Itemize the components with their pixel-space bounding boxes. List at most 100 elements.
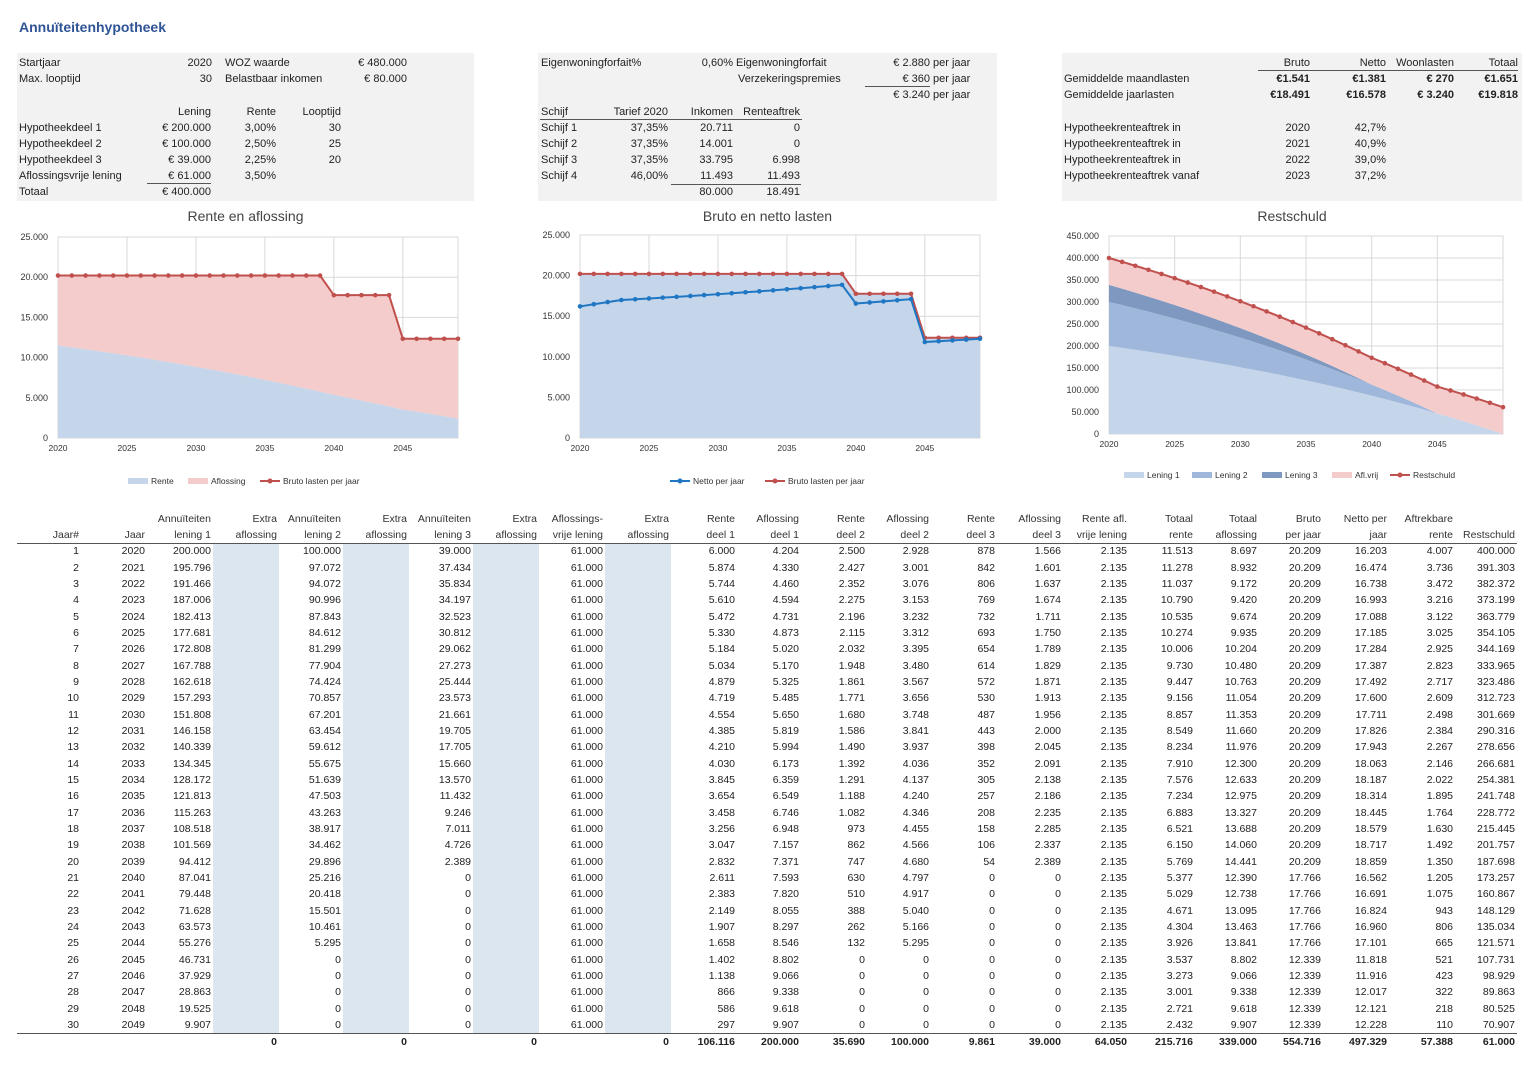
startjaar-value[interactable]: 2020	[187, 57, 212, 69]
extra-aflossing-input[interactable]	[473, 788, 539, 805]
extra-aflossing-input[interactable]	[213, 935, 279, 952]
extra-aflossing-input[interactable]	[343, 918, 409, 936]
extra-aflossing-input[interactable]	[605, 592, 671, 609]
extra-aflossing-input[interactable]	[473, 886, 539, 903]
extra-aflossing-input[interactable]	[605, 1000, 671, 1017]
extra-aflossing-input[interactable]	[605, 984, 671, 1001]
extra-aflossing-input[interactable]	[213, 788, 279, 805]
looptijd-value[interactable]: 30	[199, 73, 212, 85]
extra-aflossing-input[interactable]	[343, 902, 409, 919]
extra-aflossing-input[interactable]	[473, 608, 539, 625]
extra-aflossing-input[interactable]	[473, 624, 539, 642]
extra-aflossing-input[interactable]	[343, 559, 409, 576]
extra-aflossing-input[interactable]	[343, 788, 409, 805]
extra-aflossing-input[interactable]	[473, 706, 539, 723]
extra-aflossing-input[interactable]	[213, 967, 279, 985]
extra-aflossing-input[interactable]	[343, 853, 409, 870]
extra-aflossing-input[interactable]	[343, 886, 409, 903]
extra-aflossing-input[interactable]	[473, 1016, 539, 1034]
extra-aflossing-input[interactable]	[213, 984, 279, 1001]
extra-aflossing-input[interactable]	[605, 951, 671, 968]
extra-aflossing-input[interactable]	[343, 722, 409, 740]
extra-aflossing-input[interactable]	[213, 1000, 279, 1017]
extra-aflossing-input[interactable]	[605, 918, 671, 936]
extra-aflossing-input[interactable]	[213, 543, 279, 560]
extra-aflossing-input[interactable]	[213, 624, 279, 642]
extra-aflossing-input[interactable]	[343, 935, 409, 952]
ewf-pct-value[interactable]: 0,60%	[701, 57, 733, 69]
extra-aflossing-input[interactable]	[473, 918, 539, 936]
extra-aflossing-input[interactable]	[343, 1000, 409, 1017]
extra-aflossing-input[interactable]	[473, 902, 539, 919]
hypotheekdeel-1-lening[interactable]: € 200.000	[162, 122, 211, 134]
extra-aflossing-input[interactable]	[605, 673, 671, 691]
extra-aflossing-input[interactable]	[473, 543, 539, 560]
extra-aflossing-input[interactable]	[213, 755, 279, 772]
hypotheekdeel-2-looptijd[interactable]: 25	[328, 138, 341, 150]
extra-aflossing-input[interactable]	[343, 967, 409, 985]
extra-aflossing-input[interactable]	[605, 869, 671, 887]
extra-aflossing-input[interactable]	[605, 575, 671, 593]
extra-aflossing-input[interactable]	[473, 869, 539, 887]
hypotheekdeel-3-lening[interactable]: € 39.000	[168, 154, 211, 166]
extra-aflossing-input[interactable]	[473, 837, 539, 854]
extra-aflossing-input[interactable]	[343, 624, 409, 642]
extra-aflossing-input[interactable]	[343, 543, 409, 560]
extra-aflossing-input[interactable]	[605, 837, 671, 854]
aflossingsvrij-lening[interactable]: € 61.000	[147, 169, 211, 184]
extra-aflossing-input[interactable]	[213, 608, 279, 625]
verzekeringspremies-value[interactable]: € 360	[865, 72, 930, 87]
hypotheekdeel-3-looptijd[interactable]: 20	[328, 154, 341, 166]
extra-aflossing-input[interactable]	[605, 804, 671, 821]
extra-aflossing-input[interactable]	[213, 722, 279, 740]
extra-aflossing-input[interactable]	[343, 673, 409, 691]
extra-aflossing-input[interactable]	[605, 902, 671, 919]
extra-aflossing-input[interactable]	[343, 869, 409, 887]
extra-aflossing-input[interactable]	[473, 984, 539, 1001]
extra-aflossing-input[interactable]	[213, 853, 279, 870]
hypotheekdeel-1-rente[interactable]: 3,00%	[244, 122, 276, 134]
extra-aflossing-input[interactable]	[605, 641, 671, 658]
extra-aflossing-input[interactable]	[343, 951, 409, 968]
extra-aflossing-input[interactable]	[343, 739, 409, 756]
extra-aflossing-input[interactable]	[473, 967, 539, 985]
extra-aflossing-input[interactable]	[605, 886, 671, 903]
extra-aflossing-input[interactable]	[213, 559, 279, 576]
aflossingsvrij-rente[interactable]: 3,50%	[244, 170, 276, 182]
extra-aflossing-input[interactable]	[343, 755, 409, 772]
extra-aflossing-input[interactable]	[343, 641, 409, 658]
extra-aflossing-input[interactable]	[473, 592, 539, 609]
extra-aflossing-input[interactable]	[473, 722, 539, 740]
extra-aflossing-input[interactable]	[605, 624, 671, 642]
extra-aflossing-input[interactable]	[473, 575, 539, 593]
extra-aflossing-input[interactable]	[343, 984, 409, 1001]
extra-aflossing-input[interactable]	[343, 657, 409, 674]
hypotheekdeel-3-rente[interactable]: 2,25%	[244, 154, 276, 166]
hypotheekdeel-1-looptijd[interactable]: 30	[328, 122, 341, 134]
extra-aflossing-input[interactable]	[605, 771, 671, 789]
extra-aflossing-input[interactable]	[213, 673, 279, 691]
extra-aflossing-input[interactable]	[343, 771, 409, 789]
extra-aflossing-input[interactable]	[213, 902, 279, 919]
extra-aflossing-input[interactable]	[473, 641, 539, 658]
extra-aflossing-input[interactable]	[343, 608, 409, 625]
extra-aflossing-input[interactable]	[343, 837, 409, 854]
extra-aflossing-input[interactable]	[473, 935, 539, 952]
hypotheekdeel-2-rente[interactable]: 2,50%	[244, 138, 276, 150]
extra-aflossing-input[interactable]	[605, 755, 671, 772]
extra-aflossing-input[interactable]	[605, 559, 671, 576]
extra-aflossing-input[interactable]	[605, 1016, 671, 1034]
extra-aflossing-input[interactable]	[473, 853, 539, 870]
extra-aflossing-input[interactable]	[473, 755, 539, 772]
extra-aflossing-input[interactable]	[605, 657, 671, 674]
extra-aflossing-input[interactable]	[473, 739, 539, 756]
extra-aflossing-input[interactable]	[605, 820, 671, 838]
extra-aflossing-input[interactable]	[605, 690, 671, 707]
extra-aflossing-input[interactable]	[473, 820, 539, 838]
extra-aflossing-input[interactable]	[213, 820, 279, 838]
extra-aflossing-input[interactable]	[343, 820, 409, 838]
extra-aflossing-input[interactable]	[213, 1016, 279, 1034]
extra-aflossing-input[interactable]	[605, 739, 671, 756]
extra-aflossing-input[interactable]	[213, 575, 279, 593]
extra-aflossing-input[interactable]	[473, 559, 539, 576]
